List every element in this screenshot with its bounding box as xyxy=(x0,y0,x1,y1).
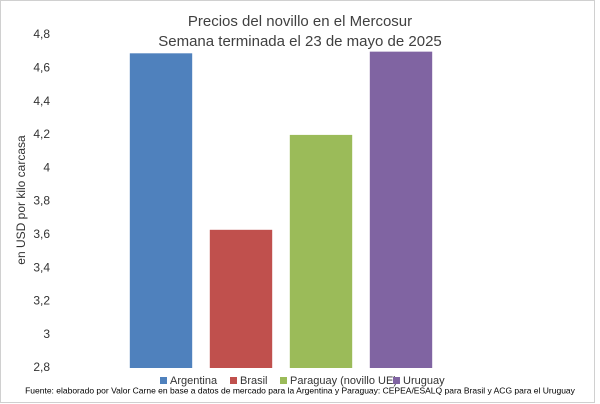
bar xyxy=(369,51,433,369)
legend-swatch xyxy=(280,377,287,384)
y-tick-label: 4,8 xyxy=(33,27,50,41)
y-tick-label: 4,6 xyxy=(33,60,50,74)
legend-swatch xyxy=(230,377,237,384)
bar xyxy=(289,134,353,368)
legend-label: Uruguay xyxy=(403,375,445,387)
legend-label: Argentina xyxy=(170,375,218,387)
y-tick-label: 3,4 xyxy=(33,260,50,274)
y-tick-label: 3,2 xyxy=(33,294,50,308)
y-axis-label: en USD por kilo carcasa xyxy=(14,135,28,265)
bar xyxy=(209,229,273,368)
y-tick-label: 4 xyxy=(43,160,50,174)
chart-title: Precios del novillo en el Mercosur xyxy=(188,13,412,30)
y-tick-label: 2,8 xyxy=(33,360,50,374)
y-tick-label: 3,6 xyxy=(33,227,50,241)
legend-swatch xyxy=(160,377,167,384)
y-tick-label: 3,8 xyxy=(33,194,50,208)
y-tick-label: 4,2 xyxy=(33,127,50,141)
chart-subtitle: Semana terminada el 23 de mayo de 2025 xyxy=(158,33,442,50)
source-note: Fuente: elaborado por Valor Carne en bas… xyxy=(25,385,576,395)
y-tick-label: 4,4 xyxy=(33,94,50,108)
legend-label: Paraguay (novillo UE) xyxy=(290,375,397,387)
legend-swatch xyxy=(393,377,400,384)
legend-label: Brasil xyxy=(240,375,268,387)
y-tick-label: 3 xyxy=(43,327,50,341)
bar xyxy=(129,53,193,368)
